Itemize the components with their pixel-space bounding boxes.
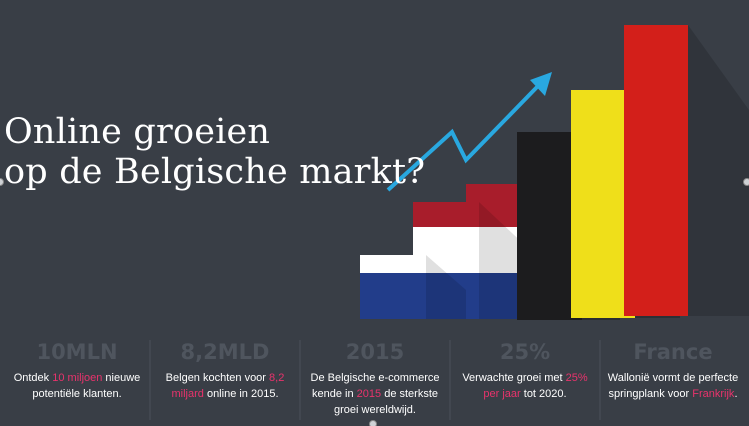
stat-description: Belgen kochten voor 8,2 miljard online i…	[150, 370, 300, 402]
stat-card: France Wallonië vormt de perfecte spring…	[598, 338, 748, 402]
stat-highlight: 10 miljoen	[52, 372, 103, 384]
stat-text: de sterkste	[381, 388, 438, 400]
stat-value: 8,2MLD	[180, 340, 270, 364]
title-line-2: op de Belgische markt?	[4, 152, 426, 192]
stat-text: springplank voor	[608, 388, 693, 400]
stat-description: Verwachte groei met 25% per jaar tot 202…	[450, 370, 600, 402]
stat-value: 10MLN	[36, 340, 118, 364]
trend-up-arrow-icon	[386, 72, 552, 192]
be-bar-red	[624, 25, 688, 316]
stat-text: De Belgische e-commerce	[310, 372, 440, 384]
stat-text: online in 2015.	[203, 388, 279, 400]
nl-bar-1-white	[360, 255, 426, 273]
stat-text: Wallonië vormt de perfecte	[607, 372, 739, 384]
dutch-flag-bars	[360, 184, 530, 319]
stat-text: Verwachte groei met	[462, 372, 566, 384]
stat-text: Ontdek	[13, 372, 53, 384]
stat-highlight: per jaar	[483, 388, 521, 400]
stat-card: 10MLN Ontdek 10 miljoen nieuwe potentiël…	[2, 338, 152, 402]
resize-handle-bottom[interactable]	[369, 420, 377, 426]
stat-card: 8,2MLD Belgen kochten voor 8,2 miljard o…	[150, 338, 300, 402]
stat-text: kende in	[312, 388, 357, 400]
be-shadow-red	[688, 25, 749, 316]
stat-text: .	[734, 388, 738, 400]
title-line-1: Online groeien	[4, 112, 271, 152]
resize-handle-right[interactable]	[743, 178, 749, 186]
stat-value: France	[633, 340, 713, 364]
stat-highlight: miljard	[171, 388, 204, 400]
stat-text: Belgen kochten voor	[165, 372, 270, 384]
nl-shadow-1	[426, 255, 466, 319]
stat-description: Ontdek 10 miljoen nieuwe potentiële klan…	[2, 370, 152, 402]
stat-description: Wallonië vormt de perfecte springplank v…	[598, 370, 748, 402]
stat-description: De Belgische e-commerce kende in 2015 de…	[300, 370, 450, 418]
page-title: Online groeien op de Belgische markt?	[4, 112, 425, 192]
stat-card: 25% Verwachte groei met 25% per jaar tot…	[450, 338, 600, 402]
stat-value: 2015	[345, 340, 405, 364]
stat-highlight: Frankrijk	[692, 388, 735, 400]
stat-text: tot 2020.	[520, 388, 567, 400]
stats-row: 10MLN Ontdek 10 miljoen nieuwe potentiël…	[0, 338, 749, 426]
stat-highlight: 2015	[356, 388, 382, 400]
stat-text: groei wereldwijd.	[334, 404, 416, 416]
stat-dividers	[149, 340, 601, 420]
stat-text: potentiële klanten.	[32, 388, 122, 400]
stat-text: nieuwe	[102, 372, 141, 384]
stat-highlight: 8,2	[269, 372, 285, 384]
belgian-flag-bars	[517, 25, 749, 320]
stat-highlight: 25%	[565, 372, 588, 384]
stat-card: 2015 De Belgische e-commerce kende in 20…	[300, 338, 450, 418]
stat-value: 25%	[499, 340, 551, 364]
